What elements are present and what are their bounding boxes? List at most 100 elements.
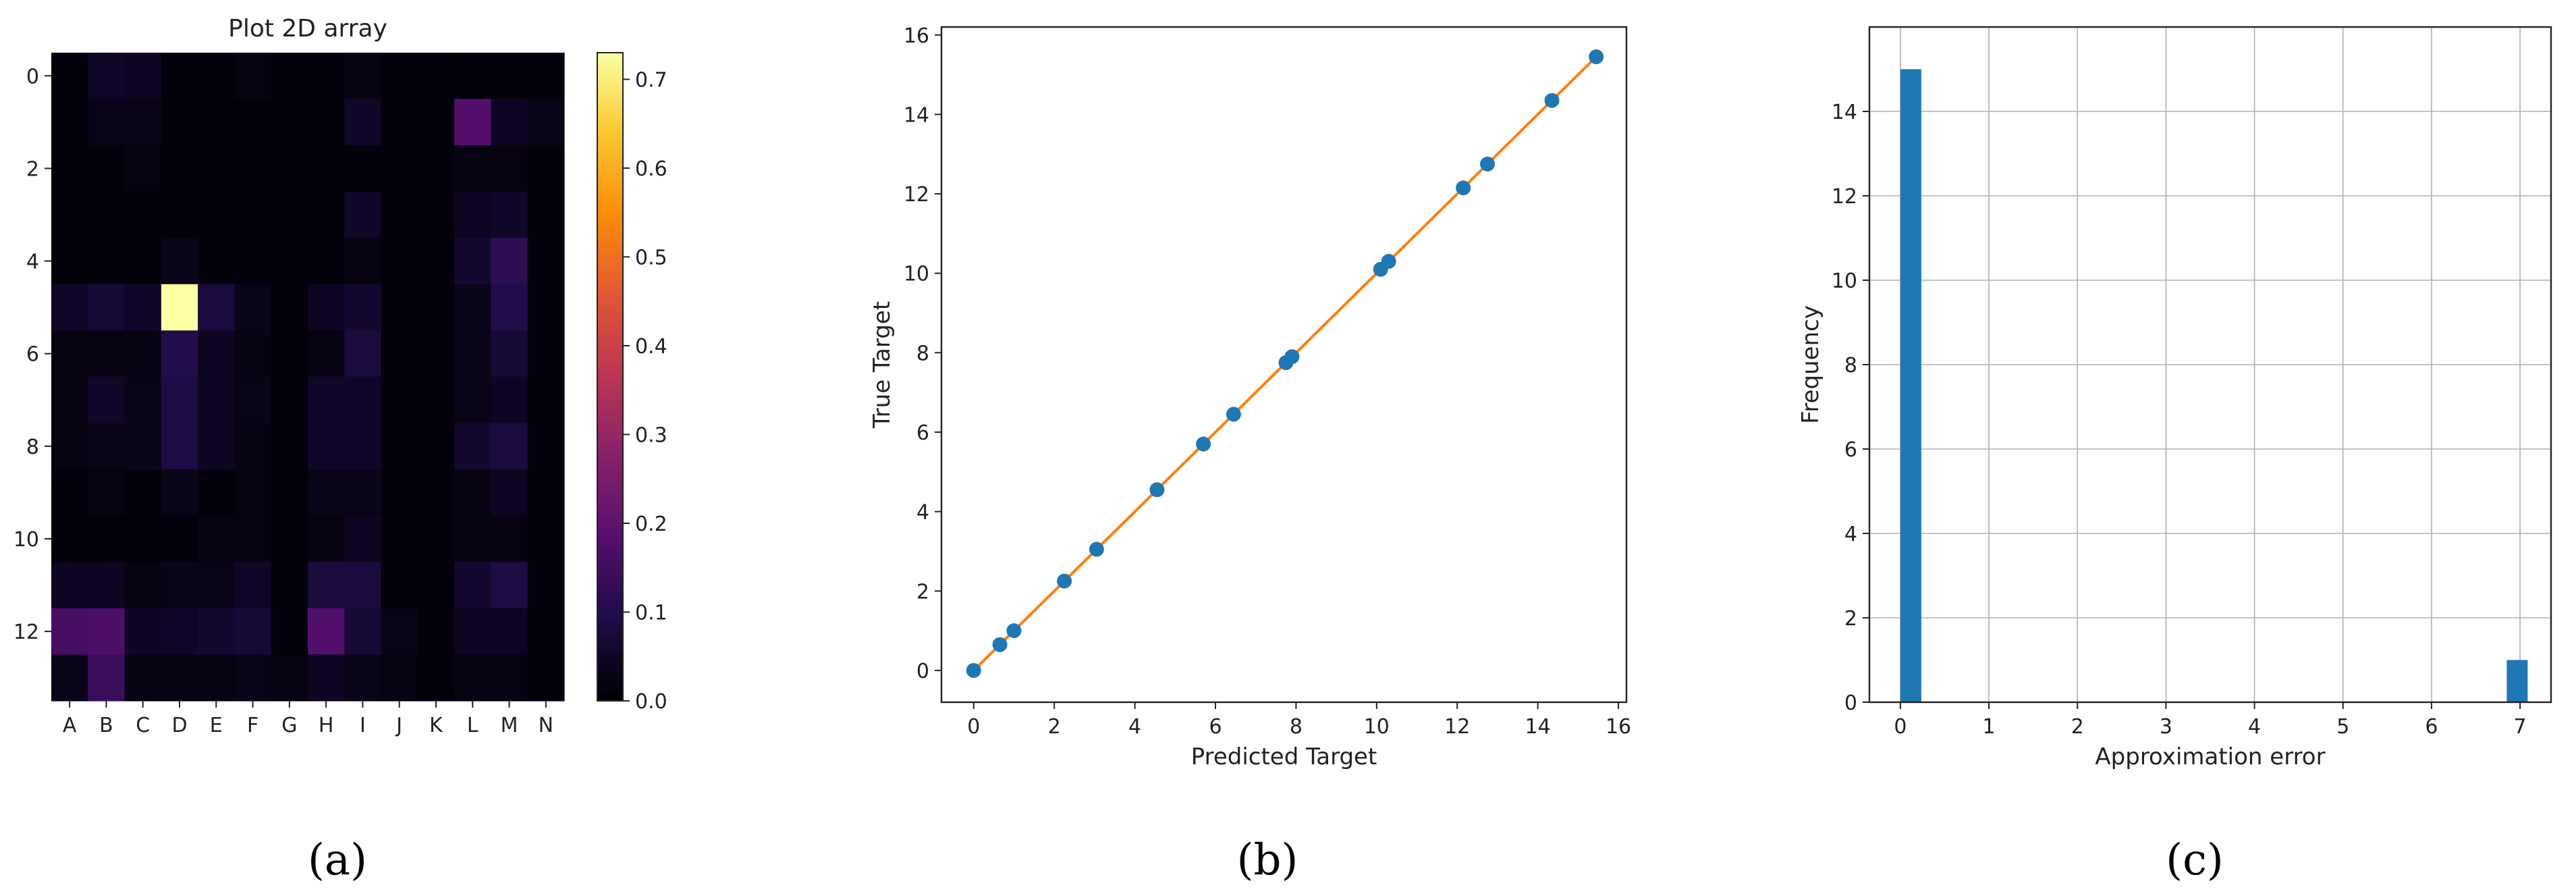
heatmap-cell <box>381 330 418 377</box>
heatmap-cell <box>308 608 345 656</box>
heatmap-cell <box>454 191 492 238</box>
y-tick-label: 12 <box>1832 185 1857 209</box>
heatmap-cell <box>454 608 492 656</box>
heatmap-cell <box>344 284 382 332</box>
heatmap-cell <box>161 99 198 146</box>
heatmap-cell <box>161 191 198 238</box>
heatmap-cell <box>198 654 236 702</box>
heatmap-cell <box>344 330 382 377</box>
heatmap-cell <box>381 99 418 146</box>
heatmap-cell <box>417 423 455 470</box>
colorbar-tick-label: 0.7 <box>635 68 667 92</box>
colorbar-tick-label: 0.5 <box>635 246 667 269</box>
heatmap-cell <box>234 377 272 424</box>
heatmap-cell <box>381 284 418 332</box>
heatmap-cell <box>381 145 418 192</box>
heatmap-cell <box>271 515 308 562</box>
heatmap-cell <box>491 330 528 377</box>
x-tick-label: 5 <box>2336 715 2349 739</box>
scatter-point <box>1057 573 1072 589</box>
scatter-point <box>1381 254 1396 269</box>
y-tick-label: 8 <box>1844 354 1857 377</box>
heatmap-cell <box>271 53 308 100</box>
heatmap-cell <box>51 53 88 100</box>
x-tick-label: 2 <box>2071 715 2084 739</box>
heatmap-cell <box>491 377 528 424</box>
y-tick-label: 10 <box>904 263 929 286</box>
x-tick-label: 1 <box>1983 715 1996 739</box>
heatmap-cell <box>417 53 455 100</box>
y-tick-label: 6 <box>1844 438 1857 462</box>
x-tick-label: 6 <box>2425 715 2438 739</box>
heatmap-cell <box>271 284 308 332</box>
heatmap-cell <box>124 330 162 377</box>
heatmap-cell <box>88 330 126 377</box>
heatmap-cell <box>491 423 528 470</box>
heatmap-cell <box>491 469 528 517</box>
heatmap-cell <box>344 99 382 146</box>
heatmap-cell <box>527 53 565 100</box>
scatter-point <box>1284 349 1300 365</box>
heatmap-cell <box>308 145 345 192</box>
panel-label-a: (a) <box>308 835 367 885</box>
heatmap-cell <box>234 191 272 238</box>
heatmap-cell <box>454 423 492 470</box>
colorbar-tick-label: 0.1 <box>635 601 667 625</box>
y-tick-label: 0 <box>1844 691 1857 715</box>
heatmap-cell <box>308 284 345 332</box>
heatmap-cell <box>124 562 162 609</box>
heatmap-cell <box>161 515 198 562</box>
y-tick-label: 6 <box>916 421 929 445</box>
heatmap-cell <box>198 145 236 192</box>
heatmap-cell <box>198 191 236 238</box>
heatmap-cell <box>124 99 162 146</box>
heatmap-cell <box>161 469 198 517</box>
y-tick-label: 2 <box>26 157 39 181</box>
heatmap-cell <box>51 284 88 332</box>
heatmap-cell <box>234 562 272 609</box>
heatmap-cell <box>271 608 308 656</box>
heatmap-cell <box>491 562 528 609</box>
x-tick-label: 8 <box>1290 715 1303 739</box>
x-tick-label: H <box>319 714 334 737</box>
x-tick-label: I <box>360 714 366 737</box>
heatmap-cell <box>491 284 528 332</box>
heatmap-cell <box>454 99 492 146</box>
heatmap-cell <box>51 145 88 192</box>
x-tick-label: A <box>63 714 77 737</box>
heatmap-cell <box>308 654 345 702</box>
scatter-point <box>992 637 1008 652</box>
x-tick-label: K <box>429 714 443 737</box>
heatmap-cell <box>527 377 565 424</box>
heatmap-cell <box>308 469 345 517</box>
heatmap-cell <box>198 377 236 424</box>
x-tick-label: 4 <box>1128 715 1141 739</box>
heatmap-cell <box>527 469 565 517</box>
heatmap-cell <box>124 284 162 332</box>
heatmap-cell <box>271 562 308 609</box>
heatmap-cell <box>454 284 492 332</box>
heatmap-cell <box>198 423 236 470</box>
heatmap-cell <box>198 53 236 100</box>
x-tick-label: E <box>210 714 223 737</box>
heatmap-cell <box>417 608 455 656</box>
heatmap-cell <box>344 608 382 656</box>
colorbar-tick-label: 0.4 <box>635 335 667 359</box>
heatmap-cell <box>417 191 455 238</box>
x-tick-label: 14 <box>1525 715 1551 739</box>
heatmap-cell <box>198 469 236 517</box>
y-tick-label: 8 <box>916 342 929 365</box>
heatmap-cell <box>308 562 345 609</box>
x-tick-label: G <box>281 714 297 737</box>
x-tick-label: J <box>395 714 402 737</box>
heatmap-cell <box>198 99 236 146</box>
heatmap-cell <box>344 515 382 562</box>
heatmap-cell <box>198 515 236 562</box>
heatmap-cell <box>417 562 455 609</box>
heatmap-cell <box>527 515 565 562</box>
heatmap-cell <box>88 654 126 702</box>
x-tick-label: 16 <box>1606 715 1631 739</box>
heatmap-cell <box>124 191 162 238</box>
heatmap-cell <box>51 99 88 146</box>
